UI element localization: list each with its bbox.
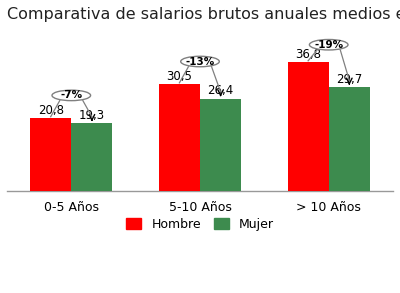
Text: Comparativa de salarios brutos anuales medios en 2014: Comparativa de salarios brutos anuales m… <box>7 7 400 22</box>
Bar <box>159 84 200 191</box>
Legend: Hombre, Mujer: Hombre, Mujer <box>122 213 278 236</box>
Text: -7%: -7% <box>60 91 82 100</box>
Text: 30,5: 30,5 <box>166 70 192 83</box>
Text: 36,8: 36,8 <box>295 48 321 61</box>
Text: 20,8: 20,8 <box>38 104 64 117</box>
Bar <box>200 98 241 191</box>
Text: 29,7: 29,7 <box>336 73 362 86</box>
Text: 26,4: 26,4 <box>208 84 234 97</box>
Ellipse shape <box>181 56 219 67</box>
Ellipse shape <box>309 40 348 50</box>
Text: 19,3: 19,3 <box>79 109 105 122</box>
Bar <box>30 118 71 191</box>
Bar <box>329 87 370 191</box>
Text: -19%: -19% <box>314 40 343 50</box>
Bar <box>288 62 329 191</box>
Bar <box>71 123 112 191</box>
Ellipse shape <box>52 90 91 101</box>
Text: -13%: -13% <box>185 57 215 67</box>
